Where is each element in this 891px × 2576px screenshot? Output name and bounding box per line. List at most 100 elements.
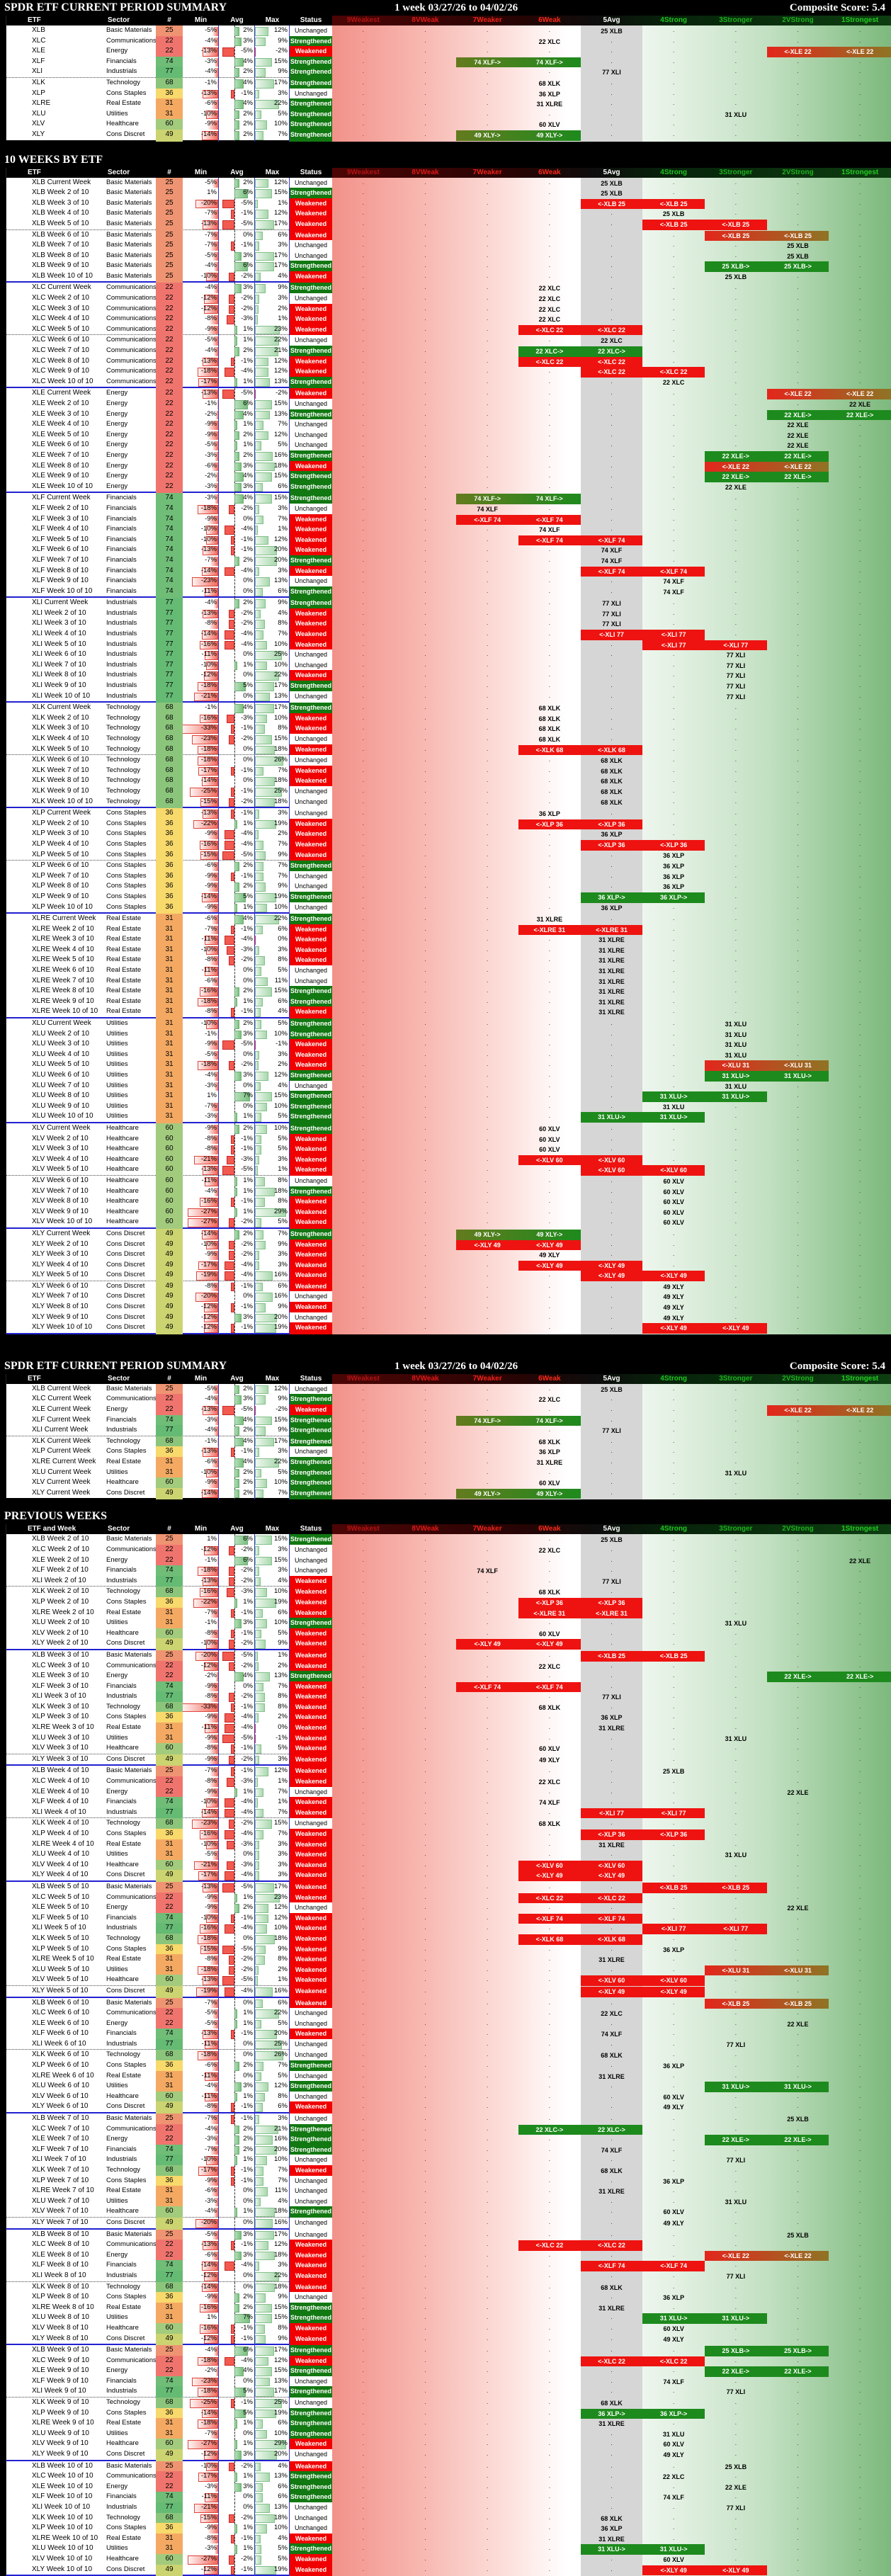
sector-cell: Industrials xyxy=(106,1425,156,1437)
min-bar xyxy=(210,242,218,251)
max-value: 13% xyxy=(274,409,288,420)
rank-cell: · xyxy=(829,230,891,242)
rank-cell: · xyxy=(581,1849,643,1861)
avg-value: -4% xyxy=(241,366,253,377)
rank-cell: · xyxy=(332,119,395,131)
max-bar xyxy=(255,892,276,902)
row-label: XLV Week 5 of 10 xyxy=(26,1164,106,1176)
max-bar xyxy=(255,1588,267,1597)
min-value: -10% xyxy=(201,1239,217,1250)
rank-cell: · xyxy=(642,1754,705,1766)
max-value: 18% xyxy=(274,776,288,786)
min-value: -20% xyxy=(201,1291,217,1302)
header-spacer xyxy=(6,1374,26,1384)
min-cell: -4% xyxy=(183,261,219,273)
min-value: -11% xyxy=(202,2071,217,2082)
avg-bar xyxy=(234,915,244,924)
table-row: XLV Week 7 of 10 Healthcare 60 -4% 1% 18% Stre… xyxy=(6,1186,891,1198)
rank-cell: · xyxy=(395,2039,457,2051)
min-value: -14% xyxy=(201,629,217,640)
rank-cell: · xyxy=(767,1488,829,1500)
rank-cell: · xyxy=(581,1415,643,1427)
row-label: XLI Week 2 of 10 xyxy=(26,1576,106,1588)
max-bar xyxy=(255,1082,261,1091)
avg-bar xyxy=(228,1240,234,1250)
rank-cell: · xyxy=(581,850,643,862)
min-value: -7% xyxy=(205,240,217,251)
avg-cell: 3% xyxy=(219,481,255,494)
avg-cell: 0% xyxy=(219,691,255,703)
status-badge: Weakened xyxy=(290,1807,332,1820)
rank-cell: · xyxy=(456,119,518,131)
max-value: 23% xyxy=(274,324,288,335)
table-row: XLP Week 4 of 10 Cons Staples 36 -16% -4% 7% W… xyxy=(6,1829,891,1841)
rank-cell: · xyxy=(642,1818,705,1830)
max-value: 3% xyxy=(278,504,288,514)
avg-cell: 2% xyxy=(219,119,255,131)
table-row: XLK Week 6 of 10 Technology 68 -18% 0% 26% Unc… xyxy=(6,755,891,767)
placement-chip: 25 XLB xyxy=(581,26,643,37)
placement-chip: 25 XLB xyxy=(581,1385,643,1395)
table-row: XLP Cons Staples 36 -13% -1% 3% Unchanged · · · 36… xyxy=(6,88,891,101)
rank-cell: · xyxy=(395,119,457,131)
max-value: 6% xyxy=(278,230,288,241)
row-label: XLC xyxy=(26,36,106,48)
avg-value: -1% xyxy=(241,1144,253,1154)
chip-text: 25 XLB-> xyxy=(784,261,812,272)
min-value: -23% xyxy=(201,576,217,586)
previous-weeks-table: ETF and Week Sector # Min Avg Max Status 9Weake… xyxy=(6,1524,891,2576)
header-rank-8vweak: 8VWeak xyxy=(395,1374,457,1384)
rank-cell: · xyxy=(829,1754,891,1766)
avg-value: -1% xyxy=(241,2029,253,2039)
rank-cell: · xyxy=(705,283,767,295)
avg-cell: -1% xyxy=(219,240,255,252)
min-bar xyxy=(210,231,218,241)
table-row: XLC Week 2 of 10 Communications 22 -12% -2% 3… xyxy=(6,293,891,305)
rank-cell: · xyxy=(829,251,891,263)
max-bar xyxy=(255,1020,262,1029)
sector-cell: Cons Staples xyxy=(106,89,156,101)
rank-zone: · · · 60 XLV · · · · · xyxy=(332,119,891,131)
rank-cell: · xyxy=(829,1270,891,1282)
rank-cell: · xyxy=(581,130,643,142)
status-badge: Strengthened xyxy=(290,261,332,273)
avg-cell: -2% xyxy=(219,293,255,305)
table-row: XLK Week 3 of 10 Technology 68 -33% -1% 8% Wea… xyxy=(6,1701,891,1714)
rank-cell: · xyxy=(332,89,395,101)
min-value: -13% xyxy=(201,89,217,99)
avg-bar xyxy=(234,1124,240,1134)
rank-cell: · xyxy=(581,1818,643,1830)
max-value: 15% xyxy=(274,734,288,744)
rank-zone: · · · 22 XLC · · · · · xyxy=(332,303,891,316)
min-value: -4% xyxy=(205,598,217,608)
max-bar xyxy=(255,1030,267,1040)
avg-value: 5% xyxy=(243,681,253,691)
avg-bar xyxy=(230,210,234,219)
avg-cell: -2% xyxy=(219,1754,255,1766)
row-label: XLB Week 4 of 10 xyxy=(26,208,106,220)
column-header-row: ETF and Week Sector # Min Avg Max Status 9Weake… xyxy=(6,1524,891,1535)
max-value: 20% xyxy=(274,555,288,566)
min-value: -13% xyxy=(201,808,217,819)
chip-text: <-XLV 60 xyxy=(536,1861,563,1871)
header-spacer xyxy=(6,16,26,25)
min-value: -9% xyxy=(205,419,217,430)
max-cell: 3% xyxy=(255,1870,290,1882)
max-bar xyxy=(255,1914,269,1924)
min-value: -5% xyxy=(205,2008,217,2019)
placement-chip: <-XLC 22 <-XLC 22 xyxy=(580,367,705,378)
placement-chip: 22 XLC xyxy=(518,1662,581,1672)
rank-cell: · xyxy=(456,482,518,494)
chip-text: <-XLY 49 xyxy=(722,1323,749,1334)
max-bar xyxy=(255,1050,260,1060)
max-value: 3% xyxy=(278,1849,288,1860)
max-bar xyxy=(255,494,272,504)
chip-text: 22 XLE-> xyxy=(846,410,873,421)
avg-value: -2% xyxy=(241,1638,253,1649)
chip-text: <-XLB 25 xyxy=(722,231,749,242)
max-value: 26% xyxy=(274,755,288,766)
rank-cell: · xyxy=(456,178,518,190)
avg-zero-line xyxy=(234,1006,235,1019)
avg-bar xyxy=(234,79,244,89)
max-bar xyxy=(255,936,256,945)
